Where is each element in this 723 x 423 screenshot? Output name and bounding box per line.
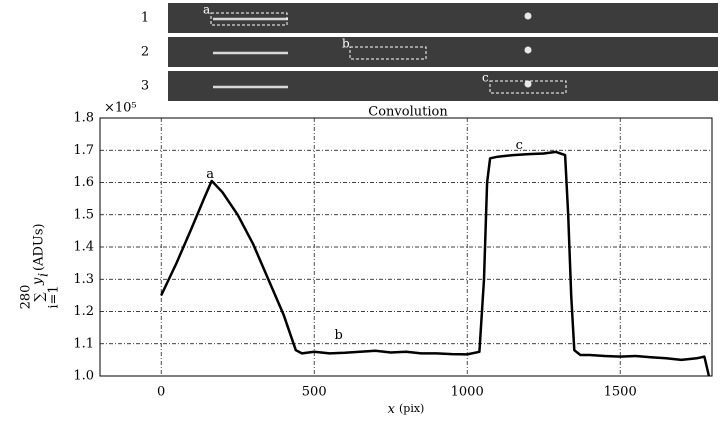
annotation: a xyxy=(206,167,214,182)
x-tick-label: 500 xyxy=(302,385,327,400)
y-tick-label: 1.3 xyxy=(73,272,94,287)
y-tick-label: 1.4 xyxy=(73,240,94,255)
x-axis-var: x xyxy=(388,402,396,417)
x-tick-label: 1000 xyxy=(451,385,484,400)
chart-title: Convolution xyxy=(368,105,448,120)
y-tick-label: 1.2 xyxy=(73,304,94,319)
data-line xyxy=(160,150,711,377)
y-tick-label: 1.1 xyxy=(73,336,94,351)
x-tick-label: 1500 xyxy=(604,385,637,400)
y-tick-label: 1.6 xyxy=(73,175,94,190)
image-strips: 1 a 2 b 3 c xyxy=(141,3,718,101)
spot xyxy=(524,46,532,54)
y-tick-label: 1.0 xyxy=(73,369,94,384)
sum-upper: 280 xyxy=(19,285,34,310)
selection-box xyxy=(210,12,288,26)
y-axis-label: 280 ∑ i=1yi (ADUs) xyxy=(19,223,62,309)
term: y xyxy=(31,277,46,286)
y-tick-label: 1.7 xyxy=(73,143,94,158)
y-multiplier: ×10⁵ xyxy=(104,101,137,116)
unit: (ADUs) xyxy=(32,223,47,271)
strip-row-label: 1 xyxy=(141,11,149,26)
sum-symbol: ∑ xyxy=(33,292,48,302)
spot xyxy=(524,12,532,20)
strip-row-label: 2 xyxy=(141,45,149,60)
plot-frame xyxy=(99,117,713,377)
y-tick-label: 1.8 xyxy=(73,111,94,126)
annotation: b xyxy=(335,328,343,343)
x-tick-label: 0 xyxy=(157,385,165,400)
annotation: c xyxy=(516,138,523,153)
term-index: i xyxy=(37,273,52,277)
sum-lower: i=1 xyxy=(47,285,62,308)
selection-box xyxy=(349,46,427,60)
x-axis-label: x (pix) xyxy=(388,402,425,417)
y-tick-label: 1.5 xyxy=(73,207,94,222)
spot xyxy=(524,80,532,88)
strip-label: a xyxy=(203,3,210,17)
x-axis-unit: (pix) xyxy=(399,402,424,415)
selection-box xyxy=(489,80,567,94)
strip-label: c xyxy=(482,71,489,85)
strip-row-label: 3 xyxy=(141,79,149,94)
strip-label: b xyxy=(342,37,350,51)
